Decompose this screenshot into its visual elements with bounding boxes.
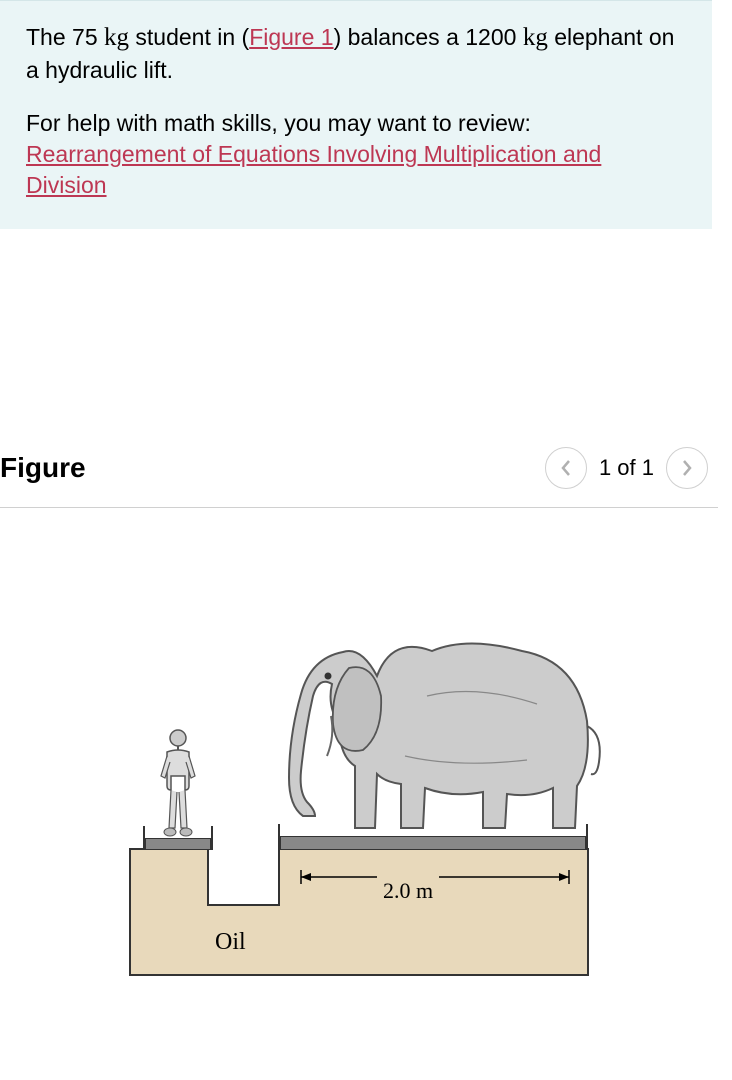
dimension-label: 2.0 m	[377, 876, 439, 906]
figure-section: Figure 1 of 1	[0, 447, 718, 976]
figure-body: 2.0 m Oil	[0, 508, 718, 976]
figure-header: Figure 1 of 1	[0, 447, 718, 508]
math-skills-link[interactable]: Rearrangement of Equations Involving Mul…	[26, 141, 601, 198]
chevron-right-icon	[680, 458, 694, 478]
elephant-icon	[277, 606, 607, 836]
figure-counter: 1 of 1	[599, 455, 654, 481]
oil-label: Oil	[215, 929, 246, 956]
chevron-left-icon	[559, 458, 573, 478]
figure-prev-button[interactable]	[545, 447, 587, 489]
figure-nav: 1 of 1	[545, 447, 708, 489]
container-border-right	[587, 848, 589, 976]
help-paragraph: For help with math skills, you may want …	[26, 108, 686, 201]
problem-statement-box: The 75 kg student in (Figure 1) balances…	[0, 0, 712, 229]
large-piston	[280, 836, 586, 850]
problem-text-1a: The 75	[26, 24, 104, 50]
figure-title: Figure	[0, 452, 86, 484]
problem-paragraph-1: The 75 kg student in (Figure 1) balances…	[26, 21, 686, 86]
container-border-bottom	[129, 974, 589, 976]
small-piston	[145, 838, 211, 850]
figure-next-button[interactable]	[666, 447, 708, 489]
small-piston-wall-right	[211, 826, 213, 850]
hydraulic-lift-diagram: 2.0 m Oil	[129, 596, 589, 976]
problem-text-1b: student in (	[129, 24, 249, 50]
container-border-left	[129, 848, 131, 976]
problem-text-1c: ) balances a 1200	[334, 24, 523, 50]
student-figure	[155, 728, 201, 838]
help-prefix: For help with math skills, you may want …	[26, 110, 531, 136]
inter-piston-gap	[207, 848, 280, 906]
person-icon	[155, 728, 201, 838]
figure-1-link[interactable]: Figure 1	[249, 24, 333, 50]
unit-kg-2: kg	[523, 24, 548, 51]
unit-kg-1: kg	[104, 24, 129, 51]
elephant-figure	[277, 606, 607, 836]
